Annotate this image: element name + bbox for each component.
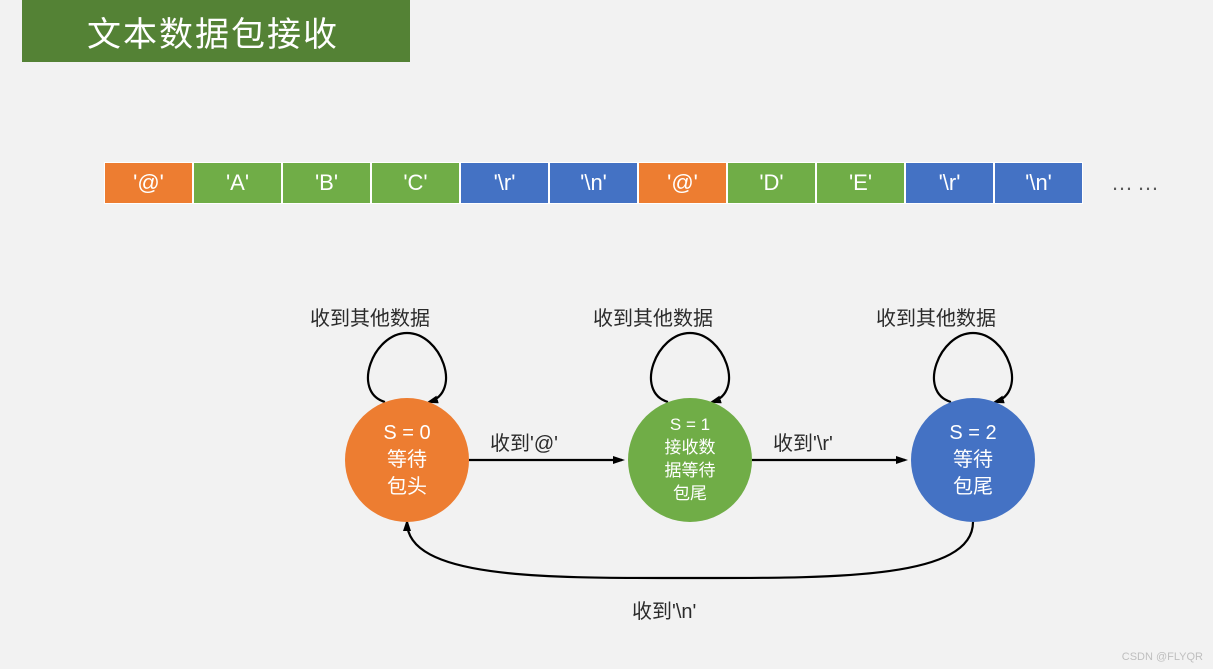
state-node-s1-line-1: 接收数 [665,437,716,460]
state-node-s1-line-2: 据等待 [665,460,716,483]
edge-label-s2-s0: 收到'\n' [632,595,696,624]
state-node-s0-line-1: 等待 [387,447,427,474]
self-loop-s2 [934,333,1012,402]
self-loop-label-s0: 收到其他数据 [310,302,430,331]
state-node-s0-line-0: S = 0 [383,420,430,447]
state-node-s2-line-1: 等待 [953,447,993,474]
state-node-s0-line-2: 包头 [387,474,427,501]
edge-label-s0-s1: 收到'@' [490,427,558,456]
edge-s2-s0 [407,522,973,578]
self-loop-label-s1: 收到其他数据 [593,302,713,331]
state-node-s1-line-3: 包尾 [673,483,707,506]
self-loop-s0 [368,333,446,402]
state-node-s0: S = 0等待包头 [345,398,469,522]
state-node-s1-line-0: S = 1 [670,414,710,437]
fsm-arrows-svg [0,0,1213,669]
self-loop-label-s2: 收到其他数据 [876,302,996,331]
watermark: CSDN @FLYQR [1122,651,1203,663]
state-machine-diagram: S = 0等待包头S = 1接收数据等待包尾S = 2等待包尾收到其他数据收到其… [0,0,1213,669]
edge-label-s1-s2: 收到'\r' [773,427,833,456]
state-node-s2: S = 2等待包尾 [911,398,1035,522]
state-node-s2-line-2: 包尾 [953,474,993,501]
state-node-s1: S = 1接收数据等待包尾 [628,398,752,522]
state-node-s2-line-0: S = 2 [949,420,996,447]
self-loop-s1 [651,333,729,402]
